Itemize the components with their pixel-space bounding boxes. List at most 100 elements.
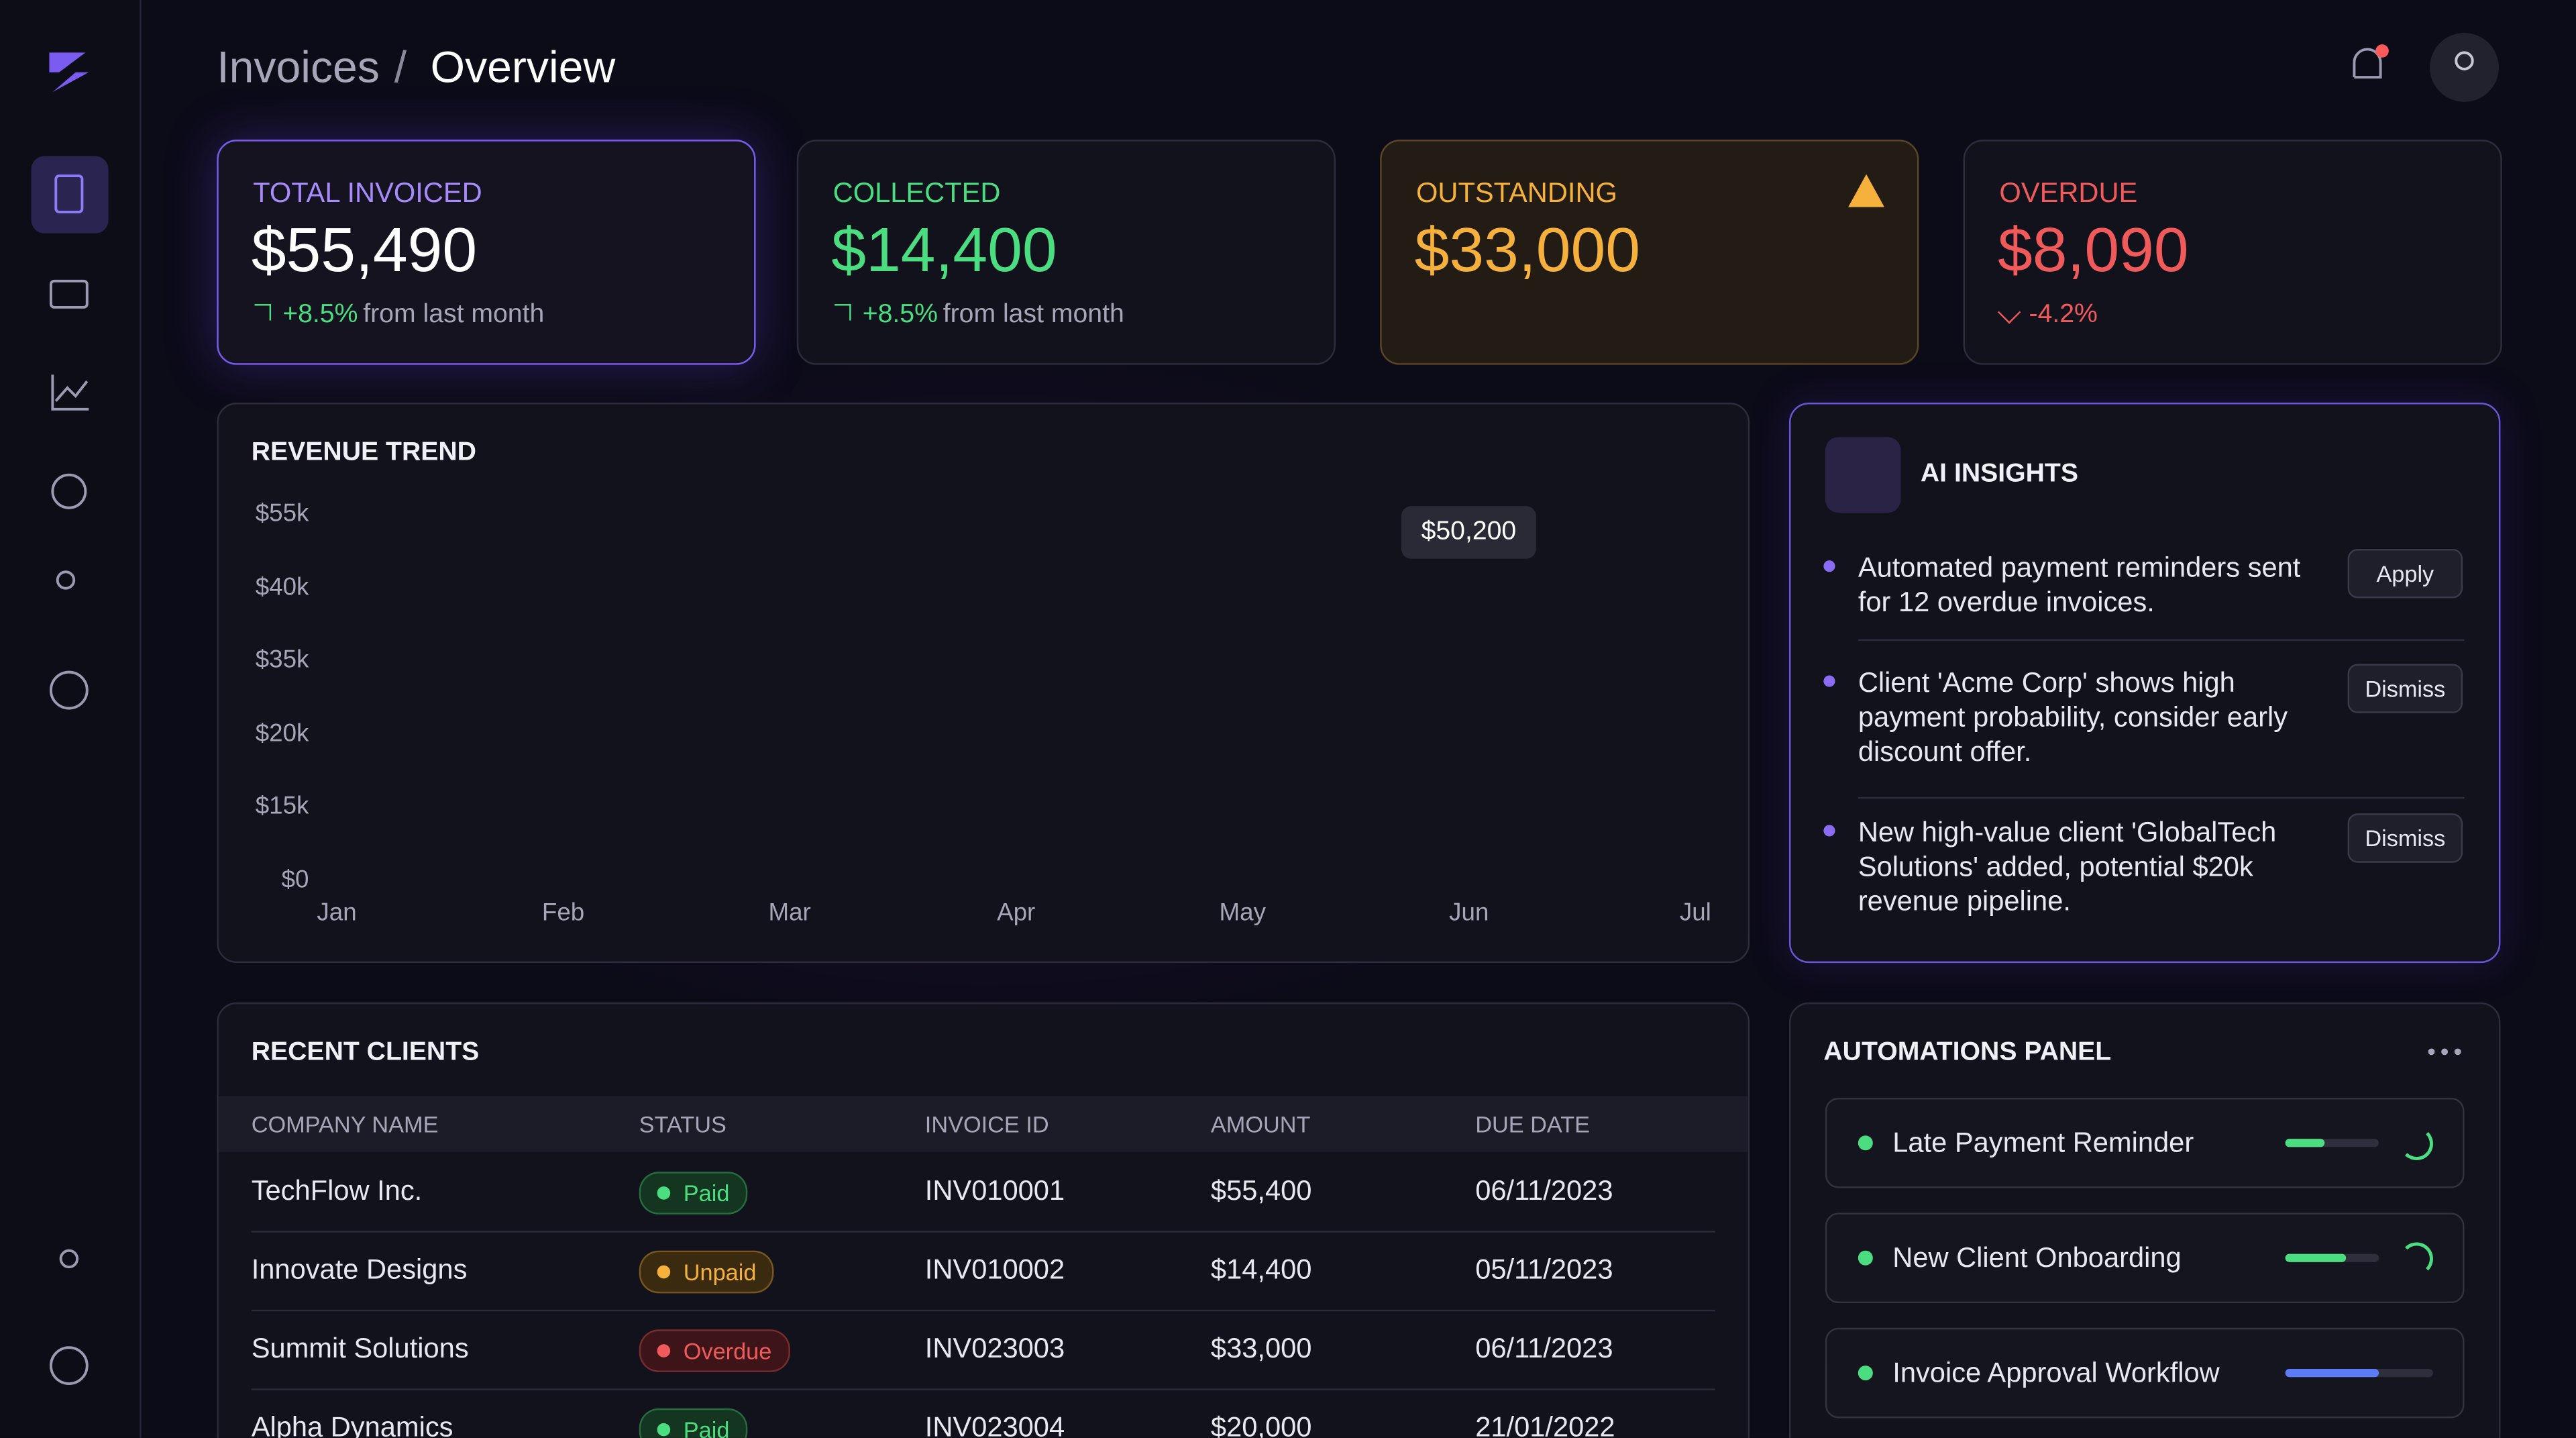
x-tick-label: Apr: [997, 898, 1036, 927]
kpi-change: +8.5%: [862, 301, 938, 329]
spinner: [2400, 1127, 2433, 1160]
progress-fill: [2285, 1253, 2347, 1262]
insights-icon: [1825, 437, 1901, 513]
insight-action[interactable]: Apply: [2347, 548, 2463, 599]
kpi-note: from last month: [363, 301, 545, 329]
kpi-value: $33,000: [1414, 217, 1641, 287]
cell: INV023003: [924, 1333, 1065, 1364]
revenue-card: [217, 403, 1750, 964]
cell: $14,400: [1210, 1253, 1312, 1286]
more-dot: [2441, 1048, 2449, 1056]
cell: TechFlow Inc.: [251, 1175, 423, 1206]
kpi-arrow: [1997, 300, 2021, 324]
insight-text: Automated payment reminders sent for 12 …: [1858, 552, 2301, 618]
cell: INV010002: [924, 1253, 1065, 1286]
kpi-label: OVERDUE: [1999, 177, 2138, 209]
insight-action[interactable]: Dismiss: [2347, 813, 2463, 863]
kpi-label: OUTSTANDING: [1416, 177, 1617, 209]
automation-name: Late Payment Reminder: [1892, 1127, 2194, 1159]
cell: $55,400: [1210, 1175, 1312, 1206]
progress-fill: [2285, 1369, 2379, 1378]
cell: Summit Solutions: [251, 1333, 469, 1364]
nav-help-2[interactable]: [49, 1346, 89, 1386]
kpi-label: COLLECTED: [833, 177, 1001, 209]
nav-profile[interactable]: [59, 1249, 79, 1269]
cell: 06/11/2023: [1475, 1333, 1613, 1364]
y-tick-label: $40k: [255, 572, 309, 601]
table-header: [218, 1096, 1748, 1152]
insight-action[interactable]: Dismiss: [2347, 664, 2463, 713]
status-pill: Overdue: [639, 1329, 790, 1372]
insight-text: Client 'Acme Corp' shows high payment pr…: [1858, 667, 2288, 768]
x-tick-label: Mar: [768, 898, 811, 927]
logo: [49, 52, 89, 93]
column-header: COMPANY NAME: [251, 1111, 439, 1137]
nav-briefcase[interactable]: [49, 279, 89, 309]
nav-invoices[interactable]: [54, 174, 84, 213]
column-header: INVOICE ID: [924, 1111, 1049, 1137]
cell: 06/11/2023: [1475, 1175, 1613, 1206]
kpi-label: TOTAL INVOICED: [253, 177, 482, 209]
status-dot: [1858, 1250, 1873, 1266]
automation-name: Invoice Approval Workflow: [1892, 1357, 2220, 1389]
nav-help[interactable]: [49, 670, 89, 710]
status-dot: [1858, 1135, 1873, 1151]
avatar[interactable]: [2430, 32, 2499, 102]
automations-title: AUTOMATIONS PANEL: [1823, 1038, 2112, 1067]
y-tick-label: $55k: [255, 499, 309, 528]
spinner: [2400, 1242, 2433, 1276]
kpi-value: $8,090: [1997, 217, 2189, 287]
bullet: [1823, 675, 1835, 687]
column-header: AMOUNT: [1210, 1111, 1311, 1137]
kpi-value: $14,400: [831, 217, 1057, 287]
sidebar: [0, 0, 142, 1438]
bell-dot: [2375, 44, 2389, 58]
cell: 05/11/2023: [1475, 1253, 1613, 1286]
y-tick-label: $35k: [255, 646, 309, 674]
divider: [1858, 797, 2465, 799]
nav-active[interactable]: [31, 156, 109, 234]
kpi-card: OVERDUE $8,090 -4.2%: [1963, 140, 2502, 365]
breadcrumb-current: Overview: [430, 42, 616, 93]
cell: 21/01/2022: [1475, 1411, 1615, 1438]
cell: $20,000: [1210, 1411, 1312, 1438]
insight-text: New high-value client 'GlobalTech Soluti…: [1858, 817, 2277, 917]
column-header: STATUS: [639, 1111, 727, 1137]
bell[interactable]: [2353, 48, 2382, 79]
insights-title: AI INSIGHTS: [1920, 460, 2079, 489]
x-tick-label: May: [1219, 898, 1266, 927]
kpi-card: TOTAL INVOICED $55,490 +8.5% from last mont…: [217, 140, 756, 365]
bullet: [1823, 825, 1835, 837]
cell: INV023004: [924, 1411, 1065, 1438]
more-dot: [2454, 1048, 2461, 1056]
avatar-icon: [2455, 51, 2474, 70]
kpi-value: $55,490: [251, 217, 478, 287]
cell: $33,000: [1210, 1333, 1312, 1364]
status-pill: Paid: [639, 1408, 748, 1438]
status-pill: Paid: [639, 1172, 748, 1215]
tooltip: $50,200: [1401, 506, 1536, 559]
warning-icon: [1848, 174, 1885, 207]
cell: INV010001: [924, 1175, 1065, 1206]
row-divider: [251, 1388, 1715, 1390]
row-divider: [251, 1231, 1715, 1233]
kpi-card: COLLECTED $14,400 +8.5% from last month: [796, 140, 1336, 365]
cell: Alpha Dynamics: [251, 1411, 453, 1438]
y-tick-label: $0: [281, 866, 309, 894]
clients-card: [217, 1002, 1750, 1438]
nav-settings[interactable]: [51, 473, 87, 509]
breadcrumb-parent: Invoices: [217, 42, 380, 93]
cell: Innovate Designs: [251, 1253, 468, 1286]
divider: [1858, 639, 2465, 641]
kpi-arrow: [254, 304, 272, 321]
kpi-change: +8.5%: [282, 301, 358, 329]
kpi-note: from last month: [943, 301, 1124, 329]
nav-analytics[interactable]: [51, 374, 89, 411]
x-tick-label: Jun: [1449, 898, 1489, 927]
bullet: [1823, 560, 1835, 572]
nav-clients[interactable]: [56, 570, 76, 590]
x-tick-label: Jan: [317, 898, 357, 927]
x-tick-label: Feb: [541, 898, 585, 927]
status-dot: [1858, 1366, 1873, 1381]
